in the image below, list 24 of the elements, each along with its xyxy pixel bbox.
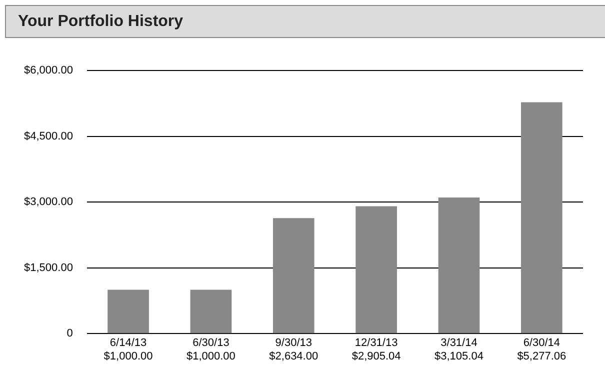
y-tick-label: $3,000.00: [24, 196, 73, 208]
y-tick-label: $6,000.00: [24, 64, 73, 77]
x-tick-label: 6/14/13: [110, 337, 147, 350]
chart-title: Your Portfolio History: [18, 12, 184, 30]
y-tick-label: $4,500.00: [24, 130, 73, 142]
bar: [190, 290, 232, 334]
x-tick-label: 9/30/13: [275, 337, 312, 350]
bar: [520, 102, 562, 334]
x-tick-label: 3/31/14: [440, 337, 478, 350]
data-label: $1,000.00: [186, 350, 236, 362]
data-label: $3,105.04: [434, 350, 484, 362]
data-label: $2,905.04: [352, 350, 401, 362]
data-label: $5,277.06: [517, 350, 566, 362]
x-tick-label: 6/30/14: [523, 337, 560, 350]
data-label: $2,634.00: [269, 350, 318, 362]
data-label: $1,000.00: [104, 350, 153, 362]
x-tick-label: 12/31/13: [354, 337, 398, 350]
x-tick-label: 6/30/13: [192, 337, 230, 350]
bar: [438, 197, 480, 334]
y-tick-label: $1,500.00: [24, 262, 73, 274]
bar: [272, 218, 314, 334]
y-tick-label: 0: [66, 328, 73, 340]
bar: [356, 206, 397, 334]
bar: [108, 290, 149, 334]
